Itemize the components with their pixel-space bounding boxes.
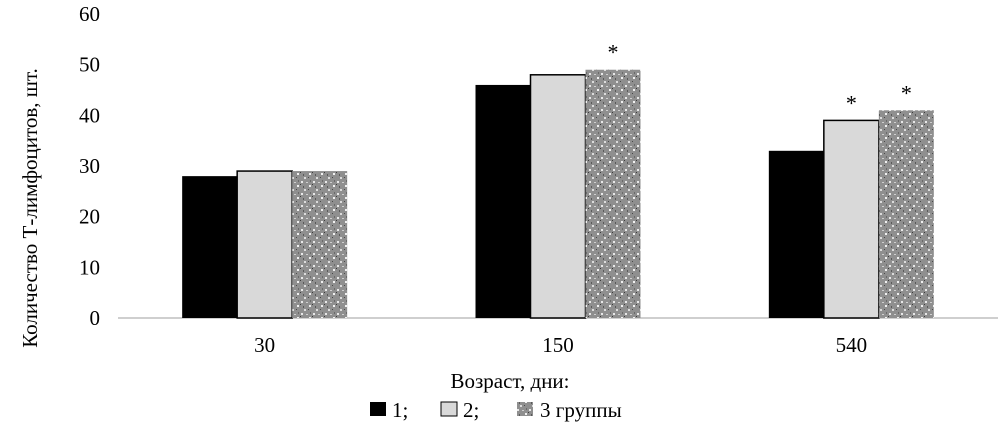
bar-540-series-2 xyxy=(823,119,880,319)
x-axis-title: Возраст, дни: xyxy=(450,369,569,393)
y-tick-label: 30 xyxy=(79,154,100,178)
legend-label-series-3: 3 группы xyxy=(540,398,622,422)
significance-star: * xyxy=(846,90,857,115)
bar-540-series-3 xyxy=(878,110,934,319)
legend-label-series-2: 2; xyxy=(463,398,479,422)
bars xyxy=(182,69,934,319)
significance-star: * xyxy=(608,40,619,65)
y-tick-label: 50 xyxy=(79,53,100,77)
x-axis-ticks: 30 150 540 xyxy=(254,333,867,357)
y-axis-ticks: 0 10 20 30 40 50 60 xyxy=(79,2,100,330)
y-axis-title: Количество Т-лимфоцитов, шт. xyxy=(18,68,42,348)
y-tick-label: 10 xyxy=(79,255,100,279)
x-tick-label: 540 xyxy=(836,333,868,357)
bar-30-series-1 xyxy=(182,176,238,318)
legend: 1; 2; 3 группы xyxy=(370,398,622,422)
legend-swatch-series-1 xyxy=(370,402,386,416)
y-tick-label: 40 xyxy=(79,103,100,127)
bar-150-series-3 xyxy=(585,69,641,318)
legend-label-series-1: 1; xyxy=(392,398,408,422)
significance-star: * xyxy=(901,80,912,105)
legend-swatch-series-2 xyxy=(440,401,458,417)
y-tick-label: 20 xyxy=(79,205,100,229)
y-tick-label: 60 xyxy=(79,2,100,26)
y-tick-label: 0 xyxy=(90,306,101,330)
x-tick-label: 150 xyxy=(542,333,574,357)
bar-30-series-3 xyxy=(292,171,348,318)
significance-markers: * * * xyxy=(608,40,912,116)
bar-150-series-1 xyxy=(475,84,531,318)
bar-540-series-1 xyxy=(768,150,824,318)
legend-swatch-series-3 xyxy=(517,402,533,416)
x-tick-label: 30 xyxy=(254,333,275,357)
bar-150-series-2 xyxy=(529,74,587,319)
bar-30-series-2 xyxy=(236,170,293,319)
